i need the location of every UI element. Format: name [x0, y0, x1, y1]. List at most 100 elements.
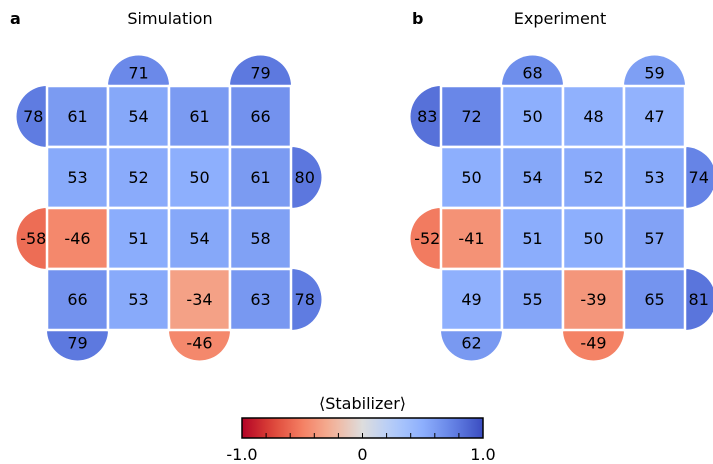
panel-title: Experiment: [514, 9, 606, 28]
colorbar: ⟨Stabilizer⟩ -1.0 0 1.0: [226, 394, 495, 464]
cell-value-label: 72: [461, 107, 481, 126]
cell-value-label: 53: [644, 168, 664, 187]
cell-value-label: -41: [458, 229, 484, 248]
panel-label: a: [10, 9, 21, 28]
panel-b: b Experiment 68 59 62 -49 83 -52 74 81 72 50 48 47 50 5…: [410, 9, 713, 361]
cell-value-label: 61: [67, 107, 87, 126]
colorbar-tick-label: -1.0: [226, 445, 257, 464]
heatmap-cell: [439, 267, 504, 332]
heatmap-cell: [106, 267, 171, 332]
boundary-value-label: 74: [689, 168, 709, 187]
heatmap-cell: [561, 84, 626, 149]
heatmap-cell: [622, 267, 687, 332]
cell-value-label: 53: [128, 290, 148, 309]
boundary-value-label: 79: [67, 333, 87, 352]
boundary-value-label: 78: [295, 290, 315, 309]
heatmap-cell: [561, 267, 626, 332]
boundary-stabilizers: 68 59 62 -49 83 -52 74 81: [410, 55, 713, 361]
cell-value-label: 54: [128, 107, 148, 126]
boundary-value-label: 78: [23, 107, 43, 126]
boundary-stabilizer-right: [685, 269, 713, 330]
heatmap-cell: [167, 206, 232, 271]
boundary-value-label: -58: [20, 229, 46, 248]
boundary-stabilizer-left: [410, 207, 441, 269]
heatmap-cell: [228, 206, 293, 271]
stabilizer-grid: 61 54 61 66 53 52 50 61 -46 51 54 58 66 53 -34 63: [45, 84, 293, 332]
boundary-value-label: 71: [128, 64, 148, 83]
heatmap-cell: [500, 267, 565, 332]
heatmap-cell: [45, 267, 110, 332]
panel-title: Simulation: [127, 9, 212, 28]
boundary-stabilizer-left: [16, 207, 47, 269]
panel-a: a Simulation 71 79 79 -46 78 -58 80 78 61 54 61 66 53 5…: [10, 9, 322, 361]
boundary-value-label: -49: [580, 333, 606, 352]
cell-value-label: 55: [522, 290, 542, 309]
boundary-value-label: -46: [186, 333, 212, 352]
heatmap-cell: [228, 267, 293, 332]
heatmap-cell: [106, 145, 171, 210]
cell-value-label: 48: [583, 107, 603, 126]
cell-value-label: 52: [128, 168, 148, 187]
boundary-stabilizer-top: [624, 55, 685, 86]
boundary-value-label: 81: [689, 290, 709, 309]
cell-value-label: 50: [522, 107, 542, 126]
cell-value-label: -39: [580, 290, 606, 309]
boundary-stabilizer-right: [291, 147, 322, 208]
heatmap-cell: [561, 206, 626, 271]
cell-value-label: 52: [583, 168, 603, 187]
boundary-value-label: 59: [644, 64, 664, 83]
colorbar-tick-label: 0: [357, 445, 367, 464]
heatmap-cell: [622, 206, 687, 271]
cell-value-label: -46: [64, 229, 90, 248]
boundary-stabilizer-bottom: [47, 330, 108, 361]
heatmap-cell: [622, 145, 687, 210]
cell-value-label: 54: [189, 229, 209, 248]
stabilizer-grid: 72 50 48 47 50 54 52 53 -41 51 50 57 49 55 -39 65: [439, 84, 687, 332]
heatmap-cell: [500, 84, 565, 149]
boundary-value-label: 68: [522, 64, 542, 83]
boundary-stabilizer-top: [502, 55, 563, 86]
cell-value-label: 53: [67, 168, 87, 187]
boundary-value-label: 80: [295, 168, 315, 187]
cell-value-label: 50: [583, 229, 603, 248]
cell-value-label: 57: [644, 229, 664, 248]
boundary-value-label: -52: [414, 229, 440, 248]
heatmap-cell: [622, 84, 687, 149]
heatmap-cell: [561, 145, 626, 210]
boundary-value-label: 79: [250, 64, 270, 83]
heatmap-cell: [106, 206, 171, 271]
cell-value-label: 66: [250, 107, 270, 126]
boundary-value-label: 62: [461, 333, 481, 352]
heatmap-cell: [106, 84, 171, 149]
panel-label: b: [412, 9, 423, 28]
cell-value-label: 47: [644, 107, 664, 126]
boundary-stabilizer-top: [108, 55, 169, 86]
boundary-stabilizers: 71 79 79 -46 78 -58 80 78: [16, 55, 322, 361]
boundary-stabilizer-right: [685, 147, 713, 208]
cell-value-label: 50: [461, 168, 481, 187]
cell-value-label: 49: [461, 290, 481, 309]
boundary-stabilizer-top: [230, 55, 291, 86]
cell-value-label: -34: [186, 290, 212, 309]
cell-value-label: 51: [128, 229, 148, 248]
boundary-stabilizer-bottom: [169, 330, 230, 361]
boundary-stabilizer-bottom: [441, 330, 502, 361]
colorbar-tick-label: 1.0: [470, 445, 495, 464]
boundary-stabilizer-left: [410, 86, 441, 147]
cell-value-label: 61: [189, 107, 209, 126]
cell-value-label: 54: [522, 168, 542, 187]
boundary-stabilizer-bottom: [563, 330, 624, 361]
boundary-stabilizer-right: [291, 269, 322, 330]
heatmap-cell: [228, 84, 293, 149]
cell-value-label: 51: [522, 229, 542, 248]
cell-value-label: 61: [250, 168, 270, 187]
cell-value-label: 63: [250, 290, 270, 309]
colorbar-label: ⟨Stabilizer⟩: [319, 394, 406, 413]
cell-value-label: 65: [644, 290, 664, 309]
boundary-stabilizer-left: [16, 86, 47, 147]
cell-value-label: 66: [67, 290, 87, 309]
cell-value-label: 50: [189, 168, 209, 187]
cell-value-label: 58: [250, 229, 270, 248]
